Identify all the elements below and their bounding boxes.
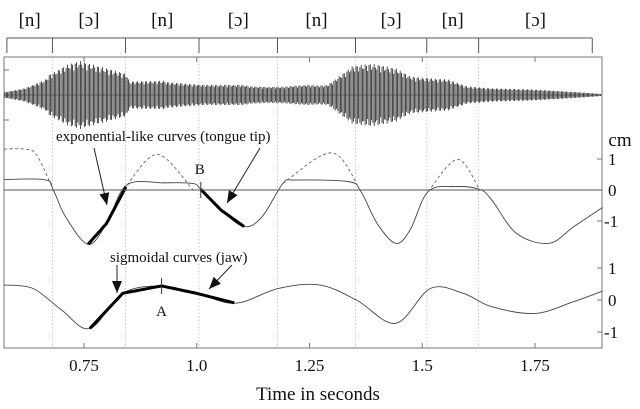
jaw-annotation: sigmoidal curves (jaw) xyxy=(110,250,247,266)
segment-label: [ɔ] xyxy=(228,10,249,31)
arrowhead-icon xyxy=(209,276,221,289)
x-tick-label: 1.0 xyxy=(186,356,207,375)
jaw-curve xyxy=(4,283,603,330)
tongue-tip-dashed-extension xyxy=(126,153,194,190)
tongue-tip-y-tick-label: 0 xyxy=(608,181,617,200)
annotations: exponential-like curves (tongue tip) sig… xyxy=(56,129,271,320)
arrowhead-icon xyxy=(112,281,122,293)
tongue-tip-dashed-extension xyxy=(282,152,362,192)
point-b-label: B xyxy=(195,162,205,178)
audio-waveform xyxy=(4,61,602,129)
tongue-tip-highlighted-segment xyxy=(199,188,245,228)
segment-label: [ɔ] xyxy=(78,10,99,31)
unit-label: cm xyxy=(608,130,631,151)
segment-label: [ɔ] xyxy=(381,10,402,31)
segment-label: [n] xyxy=(442,10,464,31)
segment-brackets: [n] [ɔ] [n] [ɔ] [n] [ɔ] [n] [ɔ] xyxy=(6,10,593,53)
segment-label: [n] xyxy=(305,10,327,31)
segment-label: [n] xyxy=(151,10,173,31)
point-a-label: A xyxy=(156,304,167,320)
x-axis: 0.75 1.0 1.25 1.5 1.75 xyxy=(69,57,550,375)
jaw-y-tick-label: -1 xyxy=(604,323,618,342)
tongue-tip-highlighted-segment xyxy=(86,186,128,246)
tongue-tip-y-tick-label: -1 xyxy=(604,212,618,231)
x-tick-label: 1.75 xyxy=(520,356,550,375)
plot-frame xyxy=(3,56,603,349)
x-tick-label: 1.5 xyxy=(412,356,433,375)
arrowhead-icon xyxy=(99,192,110,205)
tongue-tip-dashed-extension xyxy=(4,148,54,191)
x-axis-title: Time in seconds xyxy=(256,384,380,405)
x-tick-label: 1.25 xyxy=(295,356,325,375)
jaw-y-tick-label: 1 xyxy=(608,259,617,278)
tongue-tip-panel: 1 0 -1 xyxy=(4,148,618,246)
jaw-panel: 1 0 -1 xyxy=(4,259,618,342)
x-tick-label: 0.75 xyxy=(69,356,99,375)
arrowhead-icon xyxy=(227,190,238,203)
jaw-y-tick-label: 0 xyxy=(608,291,617,310)
tongue-tip-annotation: exponential-like curves (tongue tip) xyxy=(56,129,271,145)
tongue-tip-curve xyxy=(4,178,603,245)
segment-label: [ɔ] xyxy=(525,10,546,31)
segment-label: [n] xyxy=(19,10,41,31)
tongue-tip-dashed-extension xyxy=(427,158,480,192)
tongue-tip-y-tick-label: 1 xyxy=(608,150,617,169)
